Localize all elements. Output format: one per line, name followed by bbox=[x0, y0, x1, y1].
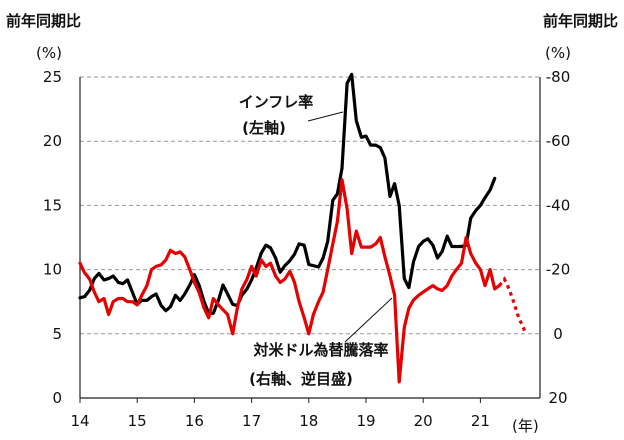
inflation-rate-line bbox=[78, 72, 497, 315]
inflation-leader-line bbox=[307, 111, 344, 122]
right-tick-label: 20 bbox=[548, 389, 567, 407]
right-tick-label: -60 bbox=[546, 132, 571, 150]
left-tick-label: 25 bbox=[43, 68, 62, 86]
fx-leader-line bbox=[344, 297, 393, 343]
inflation-axis-note: (左軸) bbox=[242, 119, 286, 137]
right-axis-ticks: 20 0 -20 -40 -60 -80 bbox=[546, 68, 571, 407]
x-axis-unit: (年) bbox=[512, 417, 539, 435]
left-tick-label: 20 bbox=[43, 132, 62, 150]
x-tick-label: 19 bbox=[356, 412, 375, 430]
x-tick-label: 18 bbox=[299, 412, 318, 430]
x-tick-label: 17 bbox=[242, 412, 261, 430]
right-axis-header: 前年同期比 bbox=[543, 12, 618, 30]
x-tick-label: 16 bbox=[185, 412, 204, 430]
right-axis-unit: (%) bbox=[545, 44, 571, 62]
x-tick-label: 14 bbox=[70, 412, 89, 430]
inflation-label: インフレ率 bbox=[239, 93, 314, 111]
left-tick-label: 5 bbox=[52, 325, 62, 343]
fx-axis-note: (右軸、逆目盛) bbox=[249, 370, 353, 388]
left-axis-ticks: 0 5 10 15 20 25 bbox=[43, 68, 62, 407]
left-tick-label: 0 bbox=[52, 389, 62, 407]
fx-change-projection-line bbox=[498, 276, 528, 335]
fx-change-line bbox=[78, 178, 501, 384]
right-tick-label: -80 bbox=[546, 68, 571, 86]
gridlines bbox=[80, 76, 540, 335]
left-tick-label: 10 bbox=[43, 261, 62, 279]
left-tick-label: 15 bbox=[43, 196, 62, 214]
x-tick-label: 21 bbox=[471, 412, 490, 430]
right-tick-label: -20 bbox=[546, 261, 571, 279]
x-tick-label: 20 bbox=[414, 412, 433, 430]
fx-label: 対米ドル為替騰落率 bbox=[252, 341, 388, 359]
x-tick-label: 15 bbox=[128, 412, 147, 430]
x-axis-ticks: 14 15 16 17 18 19 20 21 bbox=[70, 398, 490, 430]
right-tick-label: -40 bbox=[546, 196, 571, 214]
left-axis-header: 前年同期比 bbox=[6, 12, 81, 30]
left-axis-unit: (%) bbox=[36, 44, 62, 62]
axes bbox=[79, 77, 541, 399]
right-tick-label: 0 bbox=[553, 325, 563, 343]
